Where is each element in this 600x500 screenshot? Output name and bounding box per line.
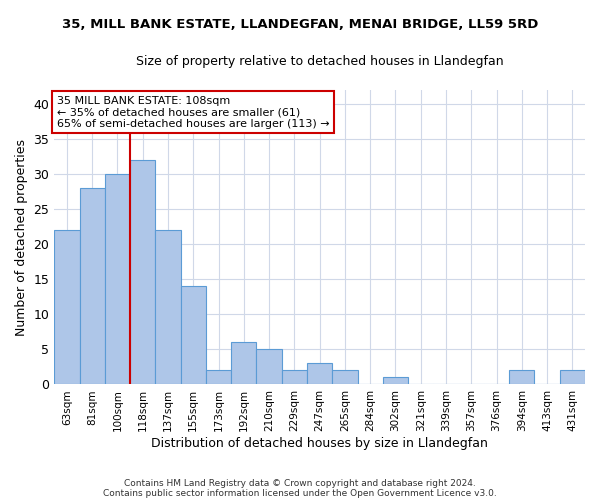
Text: Contains public sector information licensed under the Open Government Licence v3: Contains public sector information licen… bbox=[103, 488, 497, 498]
Bar bbox=[130, 160, 155, 384]
Bar bbox=[54, 230, 80, 384]
Bar bbox=[155, 230, 181, 384]
Bar bbox=[256, 350, 282, 384]
Bar bbox=[105, 174, 130, 384]
Bar bbox=[509, 370, 535, 384]
Bar bbox=[383, 378, 408, 384]
Text: 35 MILL BANK ESTATE: 108sqm
← 35% of detached houses are smaller (61)
65% of sem: 35 MILL BANK ESTATE: 108sqm ← 35% of det… bbox=[57, 96, 329, 129]
Text: Contains HM Land Registry data © Crown copyright and database right 2024.: Contains HM Land Registry data © Crown c… bbox=[124, 478, 476, 488]
Bar bbox=[332, 370, 358, 384]
Y-axis label: Number of detached properties: Number of detached properties bbox=[15, 138, 28, 336]
Bar bbox=[80, 188, 105, 384]
Title: Size of property relative to detached houses in Llandegfan: Size of property relative to detached ho… bbox=[136, 55, 503, 68]
Bar bbox=[231, 342, 256, 384]
Bar bbox=[181, 286, 206, 384]
Bar bbox=[307, 364, 332, 384]
Bar bbox=[560, 370, 585, 384]
Bar bbox=[282, 370, 307, 384]
X-axis label: Distribution of detached houses by size in Llandegfan: Distribution of detached houses by size … bbox=[151, 437, 488, 450]
Bar bbox=[206, 370, 231, 384]
Text: 35, MILL BANK ESTATE, LLANDEGFAN, MENAI BRIDGE, LL59 5RD: 35, MILL BANK ESTATE, LLANDEGFAN, MENAI … bbox=[62, 18, 538, 30]
